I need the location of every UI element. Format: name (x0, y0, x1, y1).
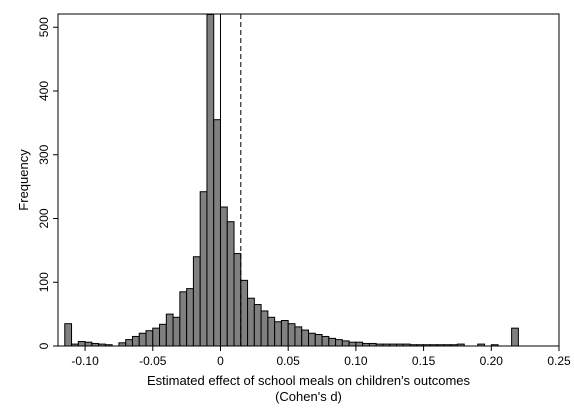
histogram-bar (253, 304, 262, 347)
x-tick-label: 0.10 (344, 354, 368, 368)
histogram-bar (172, 316, 181, 347)
x-tick-label: -0.10 (71, 354, 99, 368)
histogram-bar (179, 291, 188, 347)
y-axis: 0 100 200 300 400 500 (37, 17, 58, 349)
histogram-bar (348, 341, 357, 347)
histogram-bar (294, 326, 303, 347)
histogram-bar (321, 335, 330, 347)
y-tick-label: 400 (37, 81, 51, 101)
histogram-bar (199, 191, 208, 347)
x-axis-label: Estimated effect of school meals on chil… (147, 373, 471, 388)
x-tick-label: 0.25 (547, 354, 571, 368)
histogram-bar (240, 279, 249, 347)
plot-frame (57, 13, 560, 347)
histogram-bar (247, 297, 255, 347)
y-tick-label: 500 (37, 17, 51, 37)
x-tick-label: -0.05 (139, 354, 167, 368)
histogram-bar (355, 341, 364, 347)
y-tick-label: 100 (37, 272, 51, 292)
y-axis-label: Frequency (16, 149, 31, 211)
histogram-bar (186, 288, 194, 347)
histogram-bar (267, 316, 276, 347)
histogram-bar (335, 339, 343, 347)
x-tick-label: 0.15 (412, 354, 436, 368)
histogram-bar (328, 337, 337, 347)
y-tick-label: 300 (37, 144, 51, 164)
y-tick-label: 0 (37, 342, 51, 349)
histogram-bar (511, 327, 519, 347)
x-tick-label: 0.20 (480, 354, 504, 368)
x-tick-label: 0.05 (277, 354, 301, 368)
histogram-bar (341, 340, 350, 347)
histogram-bar (138, 332, 147, 347)
y-tick-label: 200 (37, 208, 51, 228)
reference-lines-group (219, 14, 242, 346)
histogram-bar (280, 320, 289, 347)
x-tick-label: 0 (217, 354, 224, 368)
histogram-bar (84, 341, 93, 347)
histogram-bar (192, 256, 201, 347)
histogram-bar (314, 334, 323, 347)
histogram-bar (260, 310, 269, 347)
histogram-bar (77, 341, 86, 347)
histogram-bar (159, 323, 167, 347)
x-axis: -0.10 -0.05 0 0.05 0.10 0.15 0.20 0.25 (71, 346, 571, 368)
histogram-bar (64, 323, 73, 347)
histogram-bar (274, 321, 282, 347)
histogram-bar (219, 206, 228, 347)
histogram-bar (226, 221, 235, 347)
histogram-bar (287, 323, 296, 347)
histogram-bar (233, 253, 242, 347)
histogram-bar (125, 339, 133, 347)
histogram-bar (131, 335, 140, 347)
histogram-bar (301, 329, 310, 347)
histogram-bar (308, 332, 316, 347)
histogram-bar (206, 14, 215, 347)
histogram-bar (165, 313, 174, 347)
histogram-bar (213, 119, 221, 347)
histogram-bar (152, 327, 161, 347)
histogram-bar (145, 330, 154, 347)
bars-group (64, 14, 519, 347)
x-axis-label-units: (Cohen's d) (275, 389, 342, 404)
